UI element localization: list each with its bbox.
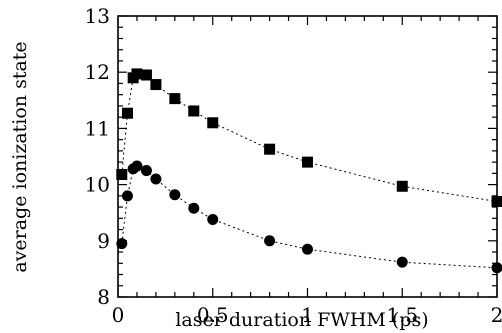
plot-frame	[117, 15, 498, 298]
y-axis-label: average ionization state	[9, 41, 31, 272]
series-1-square-point	[396, 180, 408, 192]
series-1-square-point	[150, 79, 162, 91]
y-tick-label: 10	[85, 173, 110, 197]
series-2-circle-point	[207, 213, 219, 225]
series-1-line	[121, 73, 498, 202]
y-tick-label: 11	[85, 116, 110, 140]
series-1-square-point	[121, 107, 133, 119]
axes	[117, 15, 498, 298]
y-tick-label: 9	[97, 229, 110, 253]
y-tick-label: 8	[97, 285, 110, 309]
series-1-square-point	[264, 143, 276, 155]
y-tick-label: 13	[85, 4, 110, 28]
series-2-circle-point	[169, 189, 181, 201]
series-2-circle-point	[264, 235, 276, 247]
series-2-circle-point	[131, 160, 143, 172]
series-1-square-point	[131, 68, 143, 80]
series-2-circle-point	[150, 173, 162, 185]
series-2-circle-point	[491, 262, 502, 274]
series-2-circle-point	[121, 190, 133, 202]
series-2-circle-point	[396, 256, 408, 268]
series-1-square-point	[169, 93, 181, 105]
ticks: 0 0.5 1 1.5 2 8 9 10 11 12 13	[85, 4, 502, 327]
x-tick-label: 2	[491, 303, 502, 327]
series-1-square-point	[207, 117, 219, 129]
series-2-circle-point	[116, 238, 128, 250]
x-axis-label: laser duration FWHM (ps)	[175, 309, 428, 331]
x-tick-label: 1	[301, 303, 314, 327]
series-2-circle-point	[188, 202, 200, 214]
series-1-square-point	[491, 195, 502, 207]
x-tick-label: 0	[112, 303, 125, 327]
series-2-circle-point	[140, 165, 152, 177]
x-tick-label: 1.5	[386, 303, 418, 327]
series-1-square-point	[140, 69, 152, 81]
series-1-square-point	[116, 168, 128, 180]
series-2-circle-point	[302, 243, 313, 255]
series-markers	[116, 68, 502, 274]
y-tick-label: 12	[85, 60, 110, 84]
x-tick-label: 0.5	[197, 303, 229, 327]
series-1-square-point	[188, 105, 200, 117]
series-1-square-point	[302, 156, 313, 168]
